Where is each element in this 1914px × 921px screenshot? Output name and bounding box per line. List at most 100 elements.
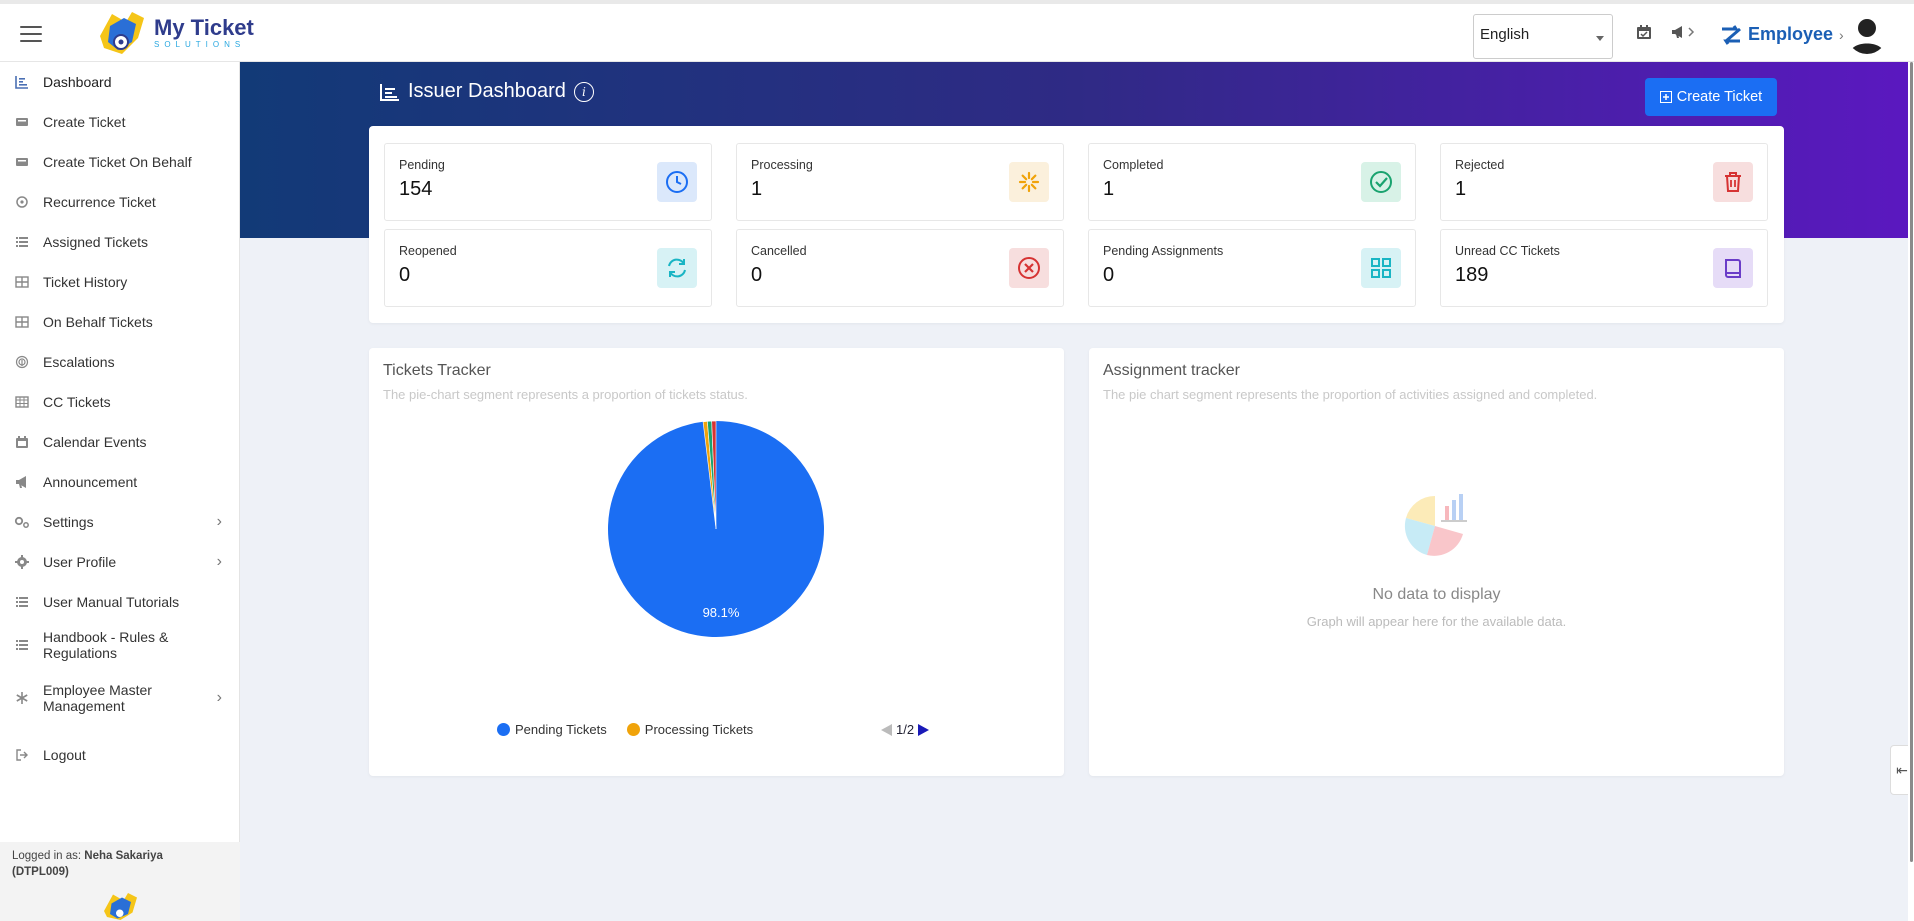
stat-card-unread-cc-tickets[interactable]: Unread CC Tickets 189 (1440, 229, 1768, 307)
ticket-icon (14, 154, 30, 170)
chart-icon (380, 83, 399, 101)
stat-card-pending[interactable]: Pending 154 (384, 143, 712, 221)
grid-icon (14, 274, 30, 290)
legend-dot-pending (497, 723, 510, 736)
sidebar-item-assigned-tickets[interactable]: Assigned Tickets (0, 222, 240, 262)
sidebar-item-user-profile[interactable]: User Profile › (0, 542, 240, 582)
snowflake-icon (14, 690, 30, 706)
list-icon (14, 234, 30, 250)
stat-card-pending-assignments[interactable]: Pending Assignments 0 (1088, 229, 1416, 307)
sidebar-item-dashboard[interactable]: Dashboard (0, 62, 240, 102)
x-circle-icon (1009, 248, 1049, 288)
pager-next-icon[interactable] (918, 723, 930, 736)
sidebar-item-recurrence-ticket[interactable]: Recurrence Ticket (0, 182, 240, 222)
grid-icon (1361, 248, 1401, 288)
pie-slice-rejected-tickets[interactable] (711, 420, 717, 530)
sidebar-item-settings[interactable]: Settings › (0, 502, 240, 542)
legend-pager: 1/2 (881, 722, 930, 737)
info-icon[interactable]: i (573, 81, 594, 102)
sidebar-item-employee-master-management[interactable]: Employee Master Management › (0, 675, 240, 721)
page-title: Issuer Dashboard (408, 80, 566, 102)
page-header: Issuer Dashboard i (380, 80, 594, 103)
app-logo[interactable]: My Ticket SOLUTIONS (92, 6, 254, 60)
stat-value: 154 (399, 178, 433, 200)
role-switch-link[interactable]: Employee › (1720, 24, 1844, 45)
stat-card-completed[interactable]: Completed 1 (1088, 143, 1416, 221)
sidebar: Logged in as: Neha Sakariya (DTPL009) Da… (0, 62, 240, 921)
user-avatar[interactable] (1847, 14, 1887, 54)
calendar-icon[interactable] (1636, 24, 1652, 45)
chevron-right-icon: › (1839, 26, 1844, 43)
no-data-subtitle: Graph will appear here for the available… (1306, 614, 1567, 629)
legend-dot-processing (626, 723, 640, 736)
language-select[interactable]: English (1473, 14, 1613, 59)
pager-prev-icon[interactable] (881, 723, 892, 736)
sidebar-item-ticket-history[interactable]: Ticket History (0, 262, 240, 302)
create-ticket-button[interactable]: Create Ticket (1645, 78, 1777, 116)
sidebar-item-label: Announcement (43, 474, 138, 490)
assignment-tracker-title: Assignment tracker (1103, 362, 1240, 379)
chevron-right-icon: › (216, 513, 222, 530)
sidebar-item-label: User Manual Tutorials (43, 594, 180, 610)
sidebar-item-logout[interactable]: Logout (0, 735, 240, 775)
tickets-tracker-description: The pie-chart segment represents a propo… (383, 387, 748, 402)
sidebar-item-cc-tickets[interactable]: CC Tickets (0, 382, 240, 422)
user-code: (DTPL009) (12, 866, 69, 878)
stat-card-processing[interactable]: Processing 1 (736, 143, 1064, 221)
menu-toggle-icon[interactable] (20, 26, 42, 42)
sidebar-item-label: Create Ticket (43, 114, 126, 130)
calendar-icon (14, 434, 30, 450)
tickets-tracker-title: Tickets Tracker (383, 362, 491, 379)
footer-logo-icon (104, 893, 137, 920)
stat-card-reopened[interactable]: Reopened 0 (384, 229, 712, 307)
switch-role-icon (1722, 24, 1741, 45)
stat-label: Pending Assignments (1103, 244, 1224, 258)
megaphone-icon (14, 474, 30, 490)
sidebar-item-user-manual-tutorials[interactable]: User Manual Tutorials (0, 582, 240, 622)
announcement-icon[interactable] (1671, 24, 1697, 45)
sidebar-item-announcement[interactable]: Announcement (0, 462, 240, 502)
language-value: English (1480, 26, 1530, 43)
scrollbar-thumb[interactable] (1910, 62, 1913, 862)
user-name: Neha Sakariya (84, 850, 163, 862)
create-ticket-label: Create Ticket (1676, 89, 1763, 105)
stats-panel: Pending 154 Processing 1 Completed 1 Rejected 1… (369, 126, 1784, 323)
sidebar-item-label: Handbook - Rules & Regulations (43, 629, 169, 661)
assignment-tracker-panel: Assignment tracker The pie chart segment… (1089, 348, 1784, 776)
sidebar-item-calendar-events[interactable]: Calendar Events (0, 422, 240, 462)
stat-value: 1 (751, 178, 763, 200)
clock-icon (657, 162, 697, 202)
check-circle-icon (1361, 162, 1401, 202)
tickets-pie-chart: 98.1% (608, 420, 824, 637)
stat-label: Cancelled (751, 244, 807, 258)
gear-icon (14, 554, 30, 570)
empty-chart-icon (1404, 494, 1467, 556)
sidebar-item-label: Settings (43, 514, 94, 530)
pager-indicator: 1/2 (896, 722, 915, 737)
grid-icon (14, 314, 30, 330)
book-icon (1713, 248, 1753, 288)
chart-legend: Pending Tickets Processing Tickets (497, 722, 773, 737)
sidebar-item-create-ticket-on-behalf[interactable]: Create Ticket On Behalf (0, 142, 240, 182)
fingerprint-icon (14, 354, 30, 370)
legend-item-processing[interactable]: Processing Tickets (626, 722, 754, 737)
stat-card-cancelled[interactable]: Cancelled 0 (736, 229, 1064, 307)
pie-label-pending: 98.1% (703, 605, 740, 620)
stat-value: 0 (751, 264, 763, 286)
sidebar-item-escalations[interactable]: Escalations (0, 342, 240, 382)
stat-label: Reopened (399, 244, 457, 258)
sidebar-item-label: Logout (43, 747, 86, 763)
stat-card-rejected[interactable]: Rejected 1 (1440, 143, 1768, 221)
sidebar-item-handbook-rules-regulations[interactable]: Handbook - Rules & Regulations (0, 622, 240, 668)
legend-item-pending[interactable]: Pending Tickets (497, 722, 607, 737)
refresh-icon (657, 248, 697, 288)
ticket-icon (14, 114, 30, 130)
stat-label: Rejected (1455, 158, 1505, 172)
sidebar-item-on-behalf-tickets[interactable]: On Behalf Tickets (0, 302, 240, 342)
sidebar-item-create-ticket[interactable]: Create Ticket (0, 102, 240, 142)
legend-label-processing: Processing Tickets (644, 722, 754, 737)
cogs-icon (14, 514, 30, 530)
tickets-tracker-panel: Tickets Tracker The pie-chart segment re… (369, 348, 1064, 776)
table-icon (14, 394, 30, 410)
chevron-right-icon: › (216, 689, 222, 706)
